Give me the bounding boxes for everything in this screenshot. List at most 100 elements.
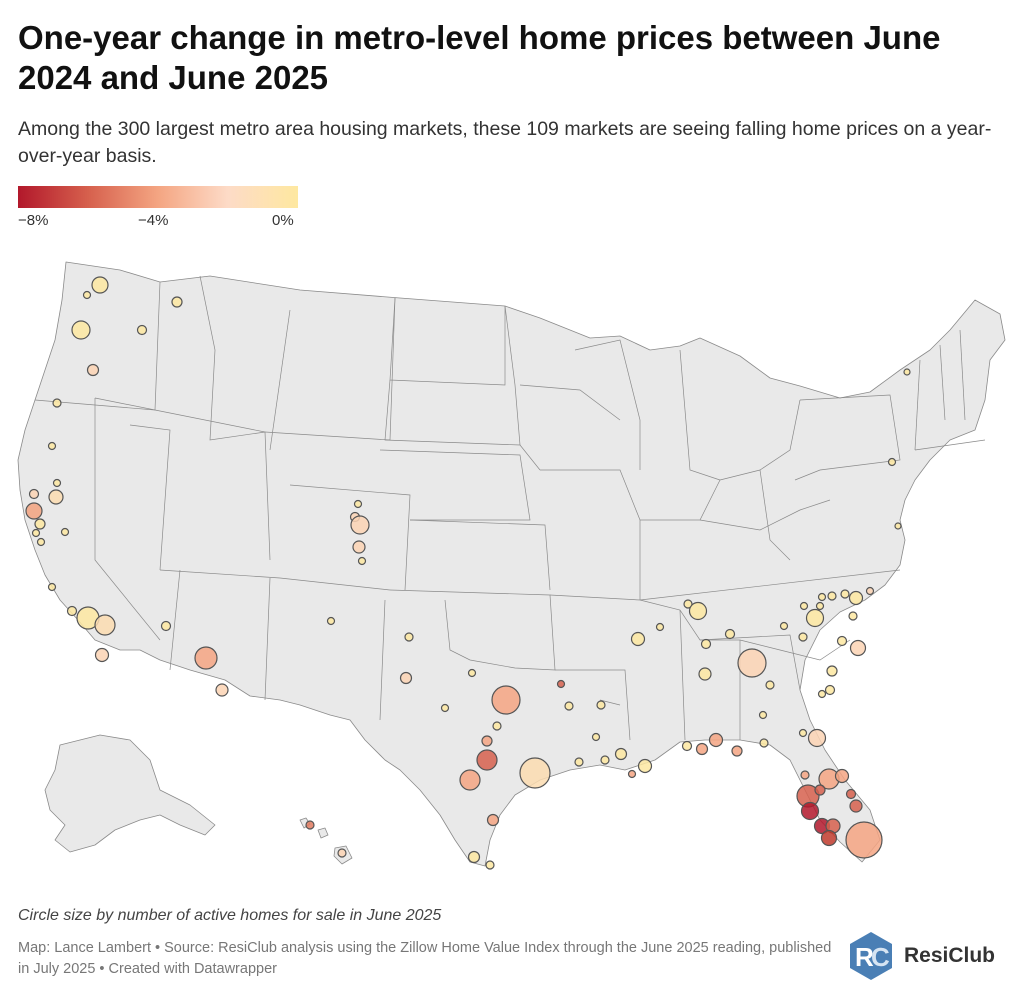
state-borders <box>34 275 986 741</box>
metro-circle <box>357 556 367 566</box>
metro-circle <box>556 679 566 689</box>
metro-circle <box>695 742 709 756</box>
legend-max-label: 0% <box>272 212 294 229</box>
metro-circle <box>337 848 347 858</box>
metro-circle <box>800 801 820 821</box>
metro-circle <box>836 635 848 647</box>
metro-circle <box>36 537 46 547</box>
metro-circle <box>826 665 838 677</box>
metro-circle <box>52 398 62 408</box>
metro-circle <box>350 515 370 535</box>
metro-circle <box>25 502 43 520</box>
logo-text: ResiClub <box>904 944 996 967</box>
metro-circle <box>86 363 100 377</box>
metro-circle <box>476 749 498 771</box>
metro-circle <box>440 703 450 713</box>
chart-title: One-year change in metro-level home pric… <box>18 19 941 96</box>
metro-circle <box>52 478 62 488</box>
metro-circle <box>34 518 46 530</box>
metro-circle <box>834 768 850 784</box>
metro-circle <box>683 599 693 609</box>
metro-circle <box>136 324 148 336</box>
metro-circle <box>845 821 883 859</box>
metro-circle <box>845 788 857 800</box>
legend-min-label: −8% <box>18 212 49 229</box>
metro-circle <box>708 732 724 748</box>
metro-circle <box>28 488 40 500</box>
metro-circle <box>91 276 109 294</box>
metro-circle <box>71 320 91 340</box>
metro-circle <box>467 850 481 864</box>
metro-circle <box>848 590 864 606</box>
metro-circle <box>404 632 414 642</box>
metro-circle <box>698 667 712 681</box>
metro-circle <box>637 758 653 774</box>
metro-circle <box>865 586 875 596</box>
metro-circle <box>848 611 858 621</box>
metro-circle <box>817 689 827 699</box>
color-legend: −8% −4% 0% <box>18 186 298 230</box>
alaska-shape <box>44 734 216 853</box>
legend-gradient-bar <box>18 186 298 208</box>
metro-circle <box>352 540 366 554</box>
metro-circle <box>160 620 172 632</box>
metro-circle <box>798 632 808 642</box>
metro-circle <box>564 701 574 711</box>
metro-circle <box>817 592 827 602</box>
metro-circle <box>630 631 646 647</box>
metro-circle <box>66 605 78 617</box>
metro-circle <box>591 732 601 742</box>
metro-circle <box>827 591 837 601</box>
metro-circle <box>492 721 502 731</box>
metro-circle <box>799 601 809 611</box>
metro-circle <box>485 860 495 870</box>
metro-circle <box>486 813 500 827</box>
metro-circle <box>48 489 64 505</box>
metro-circle <box>519 757 551 789</box>
metro-circle <box>849 639 867 657</box>
metro-circle <box>814 784 826 796</box>
metro-circle <box>903 368 911 376</box>
metro-circle <box>600 755 610 765</box>
metro-circle <box>798 728 808 738</box>
metro-circle <box>779 621 789 631</box>
metro-circle <box>194 646 218 670</box>
resiclub-logo[interactable]: R C ResiClub <box>846 930 1016 980</box>
metro-circle <box>171 296 183 308</box>
metro-circle <box>47 441 57 451</box>
metro-circle <box>688 601 708 621</box>
metro-circle <box>215 683 229 697</box>
metro-circle <box>759 738 769 748</box>
metro-circle <box>731 745 743 757</box>
metro-circle <box>840 589 850 599</box>
metro-circle <box>681 740 693 752</box>
metro-circle <box>758 710 768 720</box>
metro-circle <box>31 528 41 538</box>
us-map <box>17 261 1006 870</box>
metro-circle <box>459 769 481 791</box>
metro-circle <box>353 499 363 509</box>
metro-circle <box>800 770 810 780</box>
metro-circle <box>614 747 628 761</box>
metro-circle <box>815 601 825 611</box>
metro-circle <box>481 735 493 747</box>
metro-circle <box>807 728 827 748</box>
source-credit: Map: Lance Lambert • Source: ResiClub an… <box>18 940 832 977</box>
contiguous-us-shape <box>17 261 1006 867</box>
metro-circle <box>491 685 521 715</box>
metro-circle <box>305 820 315 830</box>
metro-circle <box>765 680 775 690</box>
metro-circle <box>894 522 902 530</box>
legend-mid-label: −4% <box>138 212 169 229</box>
size-note: Circle size by number of active homes fo… <box>18 907 442 924</box>
svg-text:C: C <box>871 942 890 972</box>
metro-circle <box>326 616 336 626</box>
metro-circle <box>94 614 116 636</box>
metro-circle <box>724 628 736 640</box>
metro-circle <box>737 648 767 678</box>
metro-circle <box>805 608 825 628</box>
metro-circle <box>574 757 584 767</box>
land-shapes <box>17 261 1006 867</box>
metro-circle <box>60 527 70 537</box>
svg-text:R: R <box>855 942 874 972</box>
